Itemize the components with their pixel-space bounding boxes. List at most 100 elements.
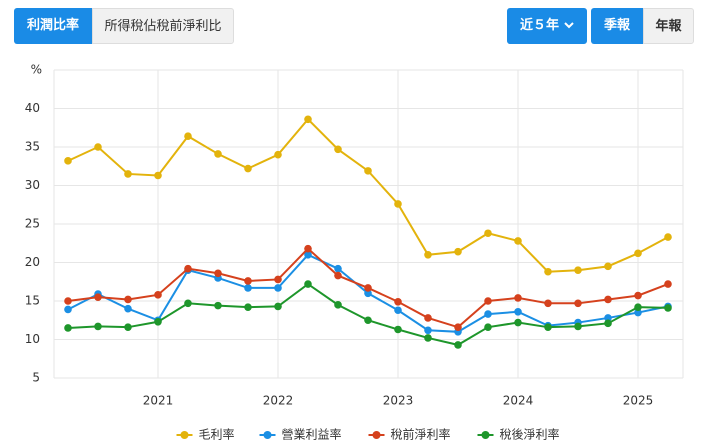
point — [394, 200, 402, 208]
point — [154, 317, 162, 326]
point — [574, 299, 582, 308]
x-tick-label: 2025 — [623, 394, 654, 408]
y-tick-label: 30 — [25, 178, 40, 192]
point — [634, 291, 642, 300]
point — [604, 295, 612, 304]
point — [214, 301, 222, 310]
point — [274, 150, 282, 159]
point — [274, 275, 282, 284]
point — [514, 294, 522, 302]
point — [214, 274, 222, 282]
point — [364, 289, 372, 298]
point — [304, 280, 312, 288]
point — [364, 316, 372, 325]
point — [574, 318, 582, 327]
point — [334, 301, 342, 309]
point — [364, 284, 372, 292]
point — [304, 244, 312, 253]
point — [664, 233, 672, 241]
period-select[interactable]: 近５年 — [507, 8, 587, 44]
legend-marker — [180, 431, 189, 439]
x-tick-label: 2021 — [143, 394, 174, 408]
point — [664, 302, 672, 311]
y-tick-label: 25 — [25, 217, 40, 231]
y-tick-label: 40 — [25, 101, 40, 115]
tab[interactable]: 利潤比率 — [14, 8, 92, 44]
point — [454, 328, 462, 336]
point — [124, 295, 132, 304]
point — [424, 314, 432, 322]
legend-item: 稅前淨利率 — [368, 427, 451, 442]
point — [244, 303, 252, 311]
point — [154, 291, 162, 299]
point — [604, 314, 612, 322]
point — [244, 284, 252, 292]
legend-marker — [481, 431, 490, 439]
y-tick-label: 5 — [32, 371, 40, 385]
point — [184, 132, 192, 141]
point — [394, 306, 402, 315]
tab[interactable]: 所得稅佔稅前淨利比 — [92, 8, 234, 44]
point — [94, 293, 102, 301]
point — [214, 269, 222, 278]
series-line — [67, 117, 669, 273]
point — [154, 171, 162, 180]
legend-label: 稅後淨利率 — [500, 427, 560, 442]
point — [334, 271, 342, 280]
point — [484, 229, 492, 238]
frequency-button[interactable]: 季報 — [591, 8, 643, 44]
point — [214, 150, 222, 158]
x-tick-label: 2022 — [263, 394, 294, 408]
point — [154, 316, 162, 325]
legend-item: 營業利益率 — [259, 427, 342, 442]
series-line — [67, 247, 669, 329]
x-tick-label: 2023 — [383, 394, 414, 408]
point — [64, 305, 72, 314]
point — [424, 251, 432, 259]
point — [394, 297, 402, 306]
point — [634, 249, 642, 258]
point — [514, 237, 522, 245]
point — [184, 264, 192, 273]
point — [244, 164, 252, 173]
point — [574, 322, 582, 331]
y-tick-label: 20 — [25, 255, 40, 269]
point — [604, 319, 612, 328]
series-line — [67, 282, 669, 346]
y-tick-label: 15 — [25, 294, 40, 308]
y-tick-label: 35 — [25, 140, 40, 154]
point — [664, 304, 672, 312]
point — [304, 115, 312, 124]
point — [544, 323, 552, 331]
point — [514, 318, 522, 327]
legend-item: 毛利率 — [176, 427, 235, 442]
point — [94, 322, 102, 331]
point — [484, 310, 492, 318]
point — [574, 266, 582, 275]
point — [124, 170, 132, 178]
point — [604, 262, 612, 271]
point — [634, 308, 642, 317]
frequency-button[interactable]: 年報 — [643, 8, 694, 44]
x-tick-label: 2024 — [503, 394, 534, 408]
point — [664, 280, 672, 288]
legend-label: 營業利益率 — [282, 427, 342, 442]
point — [424, 326, 432, 335]
point — [484, 297, 492, 305]
series-line — [67, 253, 669, 333]
legend-label: 稅前淨利率 — [391, 427, 451, 442]
period-label: 近５年 — [519, 18, 559, 33]
legend-marker — [263, 431, 272, 439]
point — [454, 247, 462, 256]
point — [304, 251, 312, 259]
legend-marker — [372, 431, 381, 439]
point — [484, 323, 492, 331]
chevron — [564, 22, 574, 29]
point — [544, 299, 552, 308]
point — [64, 297, 72, 305]
point — [454, 323, 462, 331]
y-tick-label: 10 — [25, 332, 40, 346]
point — [64, 324, 72, 332]
